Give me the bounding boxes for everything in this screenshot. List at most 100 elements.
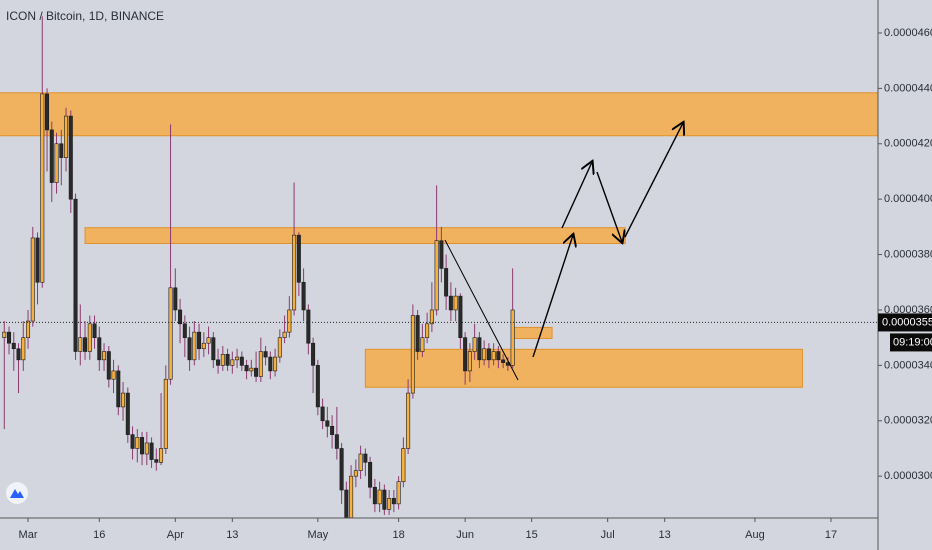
- candle-body: [311, 342, 316, 366]
- logo: [6, 482, 28, 504]
- candle-body: [230, 359, 235, 366]
- candle-body: [163, 378, 168, 449]
- candle-body: [159, 448, 164, 463]
- candle-body: [187, 337, 192, 361]
- candle-body: [434, 240, 439, 311]
- countdown-box: [890, 333, 932, 352]
- candle-body: [358, 453, 363, 471]
- candle-body: [406, 392, 411, 449]
- candle-body: [387, 498, 392, 510]
- y-tick-label: 0.00004000: [884, 193, 932, 205]
- drawings: [444, 123, 683, 381]
- x-tick-label: 18: [392, 529, 404, 541]
- candle-body: [21, 337, 26, 361]
- x-tick-label: 17: [825, 529, 837, 541]
- candle-body: [339, 448, 344, 491]
- candle-body: [315, 365, 320, 408]
- candle-body: [211, 337, 216, 361]
- candle-body: [106, 351, 111, 380]
- candle-body: [277, 337, 282, 358]
- zone: [364, 348, 803, 388]
- candle-body: [135, 437, 140, 449]
- candle-body: [239, 356, 244, 366]
- zone: [0, 92, 878, 137]
- candle-body: [425, 323, 430, 338]
- candle-body: [396, 481, 401, 505]
- candle-body: [420, 337, 425, 352]
- candle-body: [330, 426, 335, 435]
- candle-body: [287, 309, 292, 333]
- candle-body: [486, 348, 491, 361]
- candle-body: [26, 320, 31, 338]
- candle-body: [477, 337, 482, 361]
- candle-body: [178, 309, 183, 325]
- candle-body: [87, 323, 92, 352]
- trend-line: [444, 239, 519, 381]
- candle-body: [453, 295, 458, 311]
- candle-body: [301, 281, 306, 311]
- candle-body: [249, 367, 254, 372]
- candle-body: [78, 337, 83, 352]
- candle-body: [415, 315, 420, 352]
- arrow: [596, 171, 622, 242]
- candle-body: [482, 348, 487, 361]
- candle-body: [154, 459, 159, 463]
- candle-body: [49, 129, 54, 183]
- candle-body: [121, 392, 126, 408]
- candle-body: [349, 475, 354, 518]
- x-tick-label: Aug: [745, 529, 765, 541]
- candle-body: [377, 489, 382, 505]
- candle-body: [244, 365, 249, 372]
- candle-body: [197, 331, 202, 350]
- candle-body: [463, 337, 468, 372]
- candle-body: [7, 331, 12, 344]
- arrow: [532, 235, 573, 358]
- candle-body: [391, 498, 396, 505]
- candle-body: [444, 268, 449, 297]
- x-tick-label: 16: [93, 529, 105, 541]
- candle-body: [59, 143, 64, 158]
- candle-body: [235, 356, 240, 361]
- candle-body: [97, 337, 102, 361]
- candle-body: [273, 356, 278, 372]
- candle-body: [429, 309, 434, 325]
- candle-body: [439, 240, 444, 269]
- candle-body: [372, 486, 377, 505]
- candle-body: [173, 287, 178, 311]
- x-tick-label: 15: [526, 529, 538, 541]
- candle-body: [501, 359, 506, 363]
- candle-body: [363, 453, 368, 463]
- y-tick-label: 0.00004200: [884, 138, 932, 150]
- candle-body: [144, 442, 149, 455]
- candle-body: [282, 331, 287, 338]
- candle-body: [149, 442, 154, 460]
- candle-body: [54, 143, 59, 183]
- candle-body: [168, 287, 173, 380]
- candle-body: [64, 115, 69, 158]
- candle-body: [68, 115, 73, 200]
- candle-body: [254, 367, 259, 377]
- x-tick-label: Mar: [19, 529, 38, 541]
- y-tick-label: 0.00003000: [884, 470, 932, 482]
- candle-body: [192, 331, 197, 361]
- last-price-box: [878, 313, 932, 332]
- candle-body: [467, 351, 472, 372]
- candle-body: [216, 359, 221, 366]
- candle-body: [510, 309, 515, 366]
- candle-body: [35, 237, 40, 283]
- candle-body: [130, 434, 135, 449]
- y-tick-label: 0.00003200: [884, 415, 932, 427]
- candle-body: [11, 342, 16, 350]
- y-tick-label: 0.00003400: [884, 359, 932, 371]
- candle-body: [125, 392, 130, 435]
- candle-body: [206, 337, 211, 344]
- candle-body: [268, 356, 273, 372]
- candle-body: [306, 309, 311, 344]
- zone: [512, 326, 553, 340]
- candle-body: [320, 406, 325, 422]
- y-tick-label: 0.00003800: [884, 248, 932, 260]
- zones: [0, 92, 878, 388]
- chart-title: ICON / Bitcoin, 1D, BINANCE: [6, 9, 164, 23]
